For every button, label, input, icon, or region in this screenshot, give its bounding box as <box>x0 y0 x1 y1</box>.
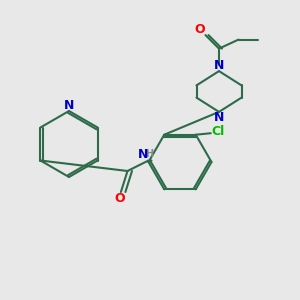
Text: O: O <box>194 23 205 36</box>
Text: H: H <box>145 149 153 160</box>
Text: N: N <box>138 148 148 161</box>
Text: Cl: Cl <box>212 125 225 138</box>
Text: N: N <box>214 111 224 124</box>
Text: N: N <box>214 58 224 72</box>
Text: O: O <box>114 192 125 205</box>
Text: N: N <box>64 99 74 112</box>
